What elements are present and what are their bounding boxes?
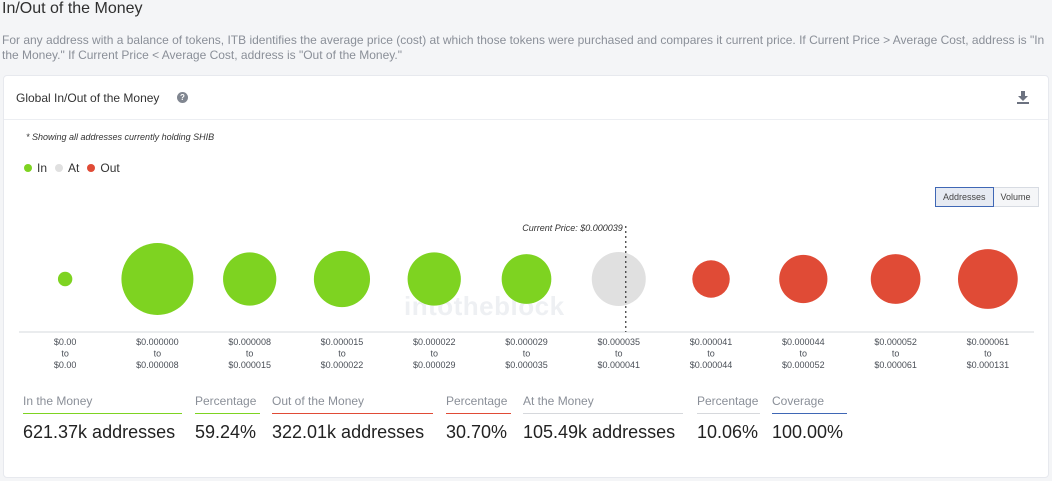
legend-item-at[interactable]: At <box>55 161 79 175</box>
tick-label: to <box>523 349 531 359</box>
metric-label: Out of the Money <box>272 394 365 408</box>
tick-label: $0.000052 <box>874 337 917 347</box>
metric-value: 10.06% <box>697 422 759 442</box>
tick-label: $0.000029 <box>505 337 548 347</box>
metric-underline <box>23 413 182 414</box>
legend-dot-in <box>24 164 32 172</box>
addresses-toggle-button[interactable]: Addresses <box>935 187 994 207</box>
metric-underline <box>195 413 260 414</box>
holding-note: * Showing all addresses currently holdin… <box>26 132 215 142</box>
tick-label: $0.000041 <box>690 337 733 347</box>
metric-underline <box>523 413 683 414</box>
tick-label: $0.000061 <box>967 337 1010 347</box>
tick-label: to <box>800 349 808 359</box>
metric-value: 105.49k addresses <box>523 422 676 442</box>
tick-label: to <box>430 349 438 359</box>
tick-label: $0.000052 <box>782 360 825 370</box>
metric-out-percentage: Percentage 30.70% <box>446 394 511 443</box>
bubble-out[interactable] <box>779 254 828 304</box>
current-price-label: Current Price: $0.000039 <box>522 223 623 233</box>
tick-label: to <box>61 349 69 359</box>
tick-label: $0.000044 <box>690 360 733 370</box>
metric-at-percentage: Percentage 10.06% <box>697 394 760 443</box>
tick-label: to <box>707 349 715 359</box>
metric-value: 59.24% <box>195 422 257 442</box>
chart-legend: In At Out <box>24 161 128 175</box>
tick-label: $0.000029 <box>413 360 456 370</box>
tick-label: $0.00 <box>54 337 77 347</box>
metric-label: Percentage <box>446 394 508 408</box>
bubble-in[interactable] <box>57 271 73 287</box>
tick-label: to <box>246 349 254 359</box>
tick-label: $0.000000 <box>136 337 179 347</box>
metric-label: Coverage <box>772 394 825 408</box>
tick-label: $0.000022 <box>413 337 456 347</box>
page-title: In/Out of the Money <box>2 0 143 17</box>
bubble-out[interactable] <box>692 260 730 298</box>
tick-label: $0.000015 <box>228 360 271 370</box>
tick-label: $0.000035 <box>597 337 640 347</box>
metric-label: At the Money <box>523 394 594 408</box>
chart-card: Global In/Out of the Money ? * Showing a… <box>3 75 1049 478</box>
tick-label: to <box>338 349 346 359</box>
download-icon[interactable] <box>1016 90 1030 105</box>
legend-item-in[interactable]: In <box>24 161 47 175</box>
bubble-out[interactable] <box>870 254 921 304</box>
tick-label: to <box>615 349 623 359</box>
page-description: For any address with a balance of tokens… <box>2 33 1045 62</box>
tick-label: $0.000035 <box>505 360 548 370</box>
metric-value: 322.01k addresses <box>272 422 425 442</box>
metric-in-percentage: Percentage 59.24% <box>195 394 260 443</box>
volume-toggle-button[interactable]: Volume <box>993 187 1039 207</box>
bubble-in[interactable] <box>121 243 194 315</box>
legend-item-out[interactable]: Out <box>87 161 120 175</box>
bubble-chart: $0.00to$0.00$0.000000to$0.000008$0.00000… <box>19 223 1034 370</box>
tick-label: $0.000061 <box>874 360 917 370</box>
metric-in-the-money: In the Money 621.37k addresses <box>23 394 182 443</box>
metric-out-of-the-money: Out of the Money 322.01k addresses <box>272 394 433 443</box>
tick-label: $0.000008 <box>228 337 271 347</box>
metric-underline <box>772 413 847 414</box>
tick-label: to <box>892 349 900 359</box>
legend-dot-out <box>87 164 96 172</box>
tick-label: to <box>984 349 992 359</box>
bubble-in[interactable] <box>407 252 461 306</box>
legend-dot-at <box>55 164 64 172</box>
metric-value: 621.37k addresses <box>23 422 176 442</box>
tick-label: $0.000044 <box>782 337 825 347</box>
tick-label: $0.00 <box>54 360 77 370</box>
tick-label: $0.000041 <box>597 360 640 370</box>
bubble-in[interactable] <box>501 254 552 304</box>
metric-toggle: Addresses Volume <box>935 187 1039 207</box>
tick-label: to <box>154 349 162 359</box>
metric-underline <box>697 413 760 414</box>
metric-value: 30.70% <box>446 422 508 442</box>
metric-label: Percentage <box>697 394 759 408</box>
bubble-in[interactable] <box>223 252 277 306</box>
card-header: Global In/Out of the Money ? <box>4 76 1048 120</box>
metric-at-the-money: At the Money 105.49k addresses <box>523 394 683 443</box>
bubble-at[interactable] <box>591 252 646 306</box>
help-icon[interactable]: ? <box>177 92 188 103</box>
tick-label: $0.000022 <box>321 360 364 370</box>
metric-underline <box>272 413 433 414</box>
tick-label: $0.000015 <box>321 337 364 347</box>
legend-label-at: At <box>68 161 80 175</box>
tick-label: $0.000008 <box>136 360 179 370</box>
legend-label-in: In <box>37 161 48 175</box>
tick-label: $0.000131 <box>967 360 1010 370</box>
metric-label: In the Money <box>23 394 93 408</box>
metric-coverage: Coverage 100.00% <box>772 394 847 443</box>
metric-value: 100.00% <box>772 422 844 442</box>
bubble-out[interactable] <box>957 249 1018 309</box>
legend-label-out: Out <box>100 161 120 175</box>
metric-underline <box>446 413 511 414</box>
card-title: Global In/Out of the Money <box>16 91 160 105</box>
bubble-in[interactable] <box>313 250 371 308</box>
metric-label: Percentage <box>195 394 257 408</box>
